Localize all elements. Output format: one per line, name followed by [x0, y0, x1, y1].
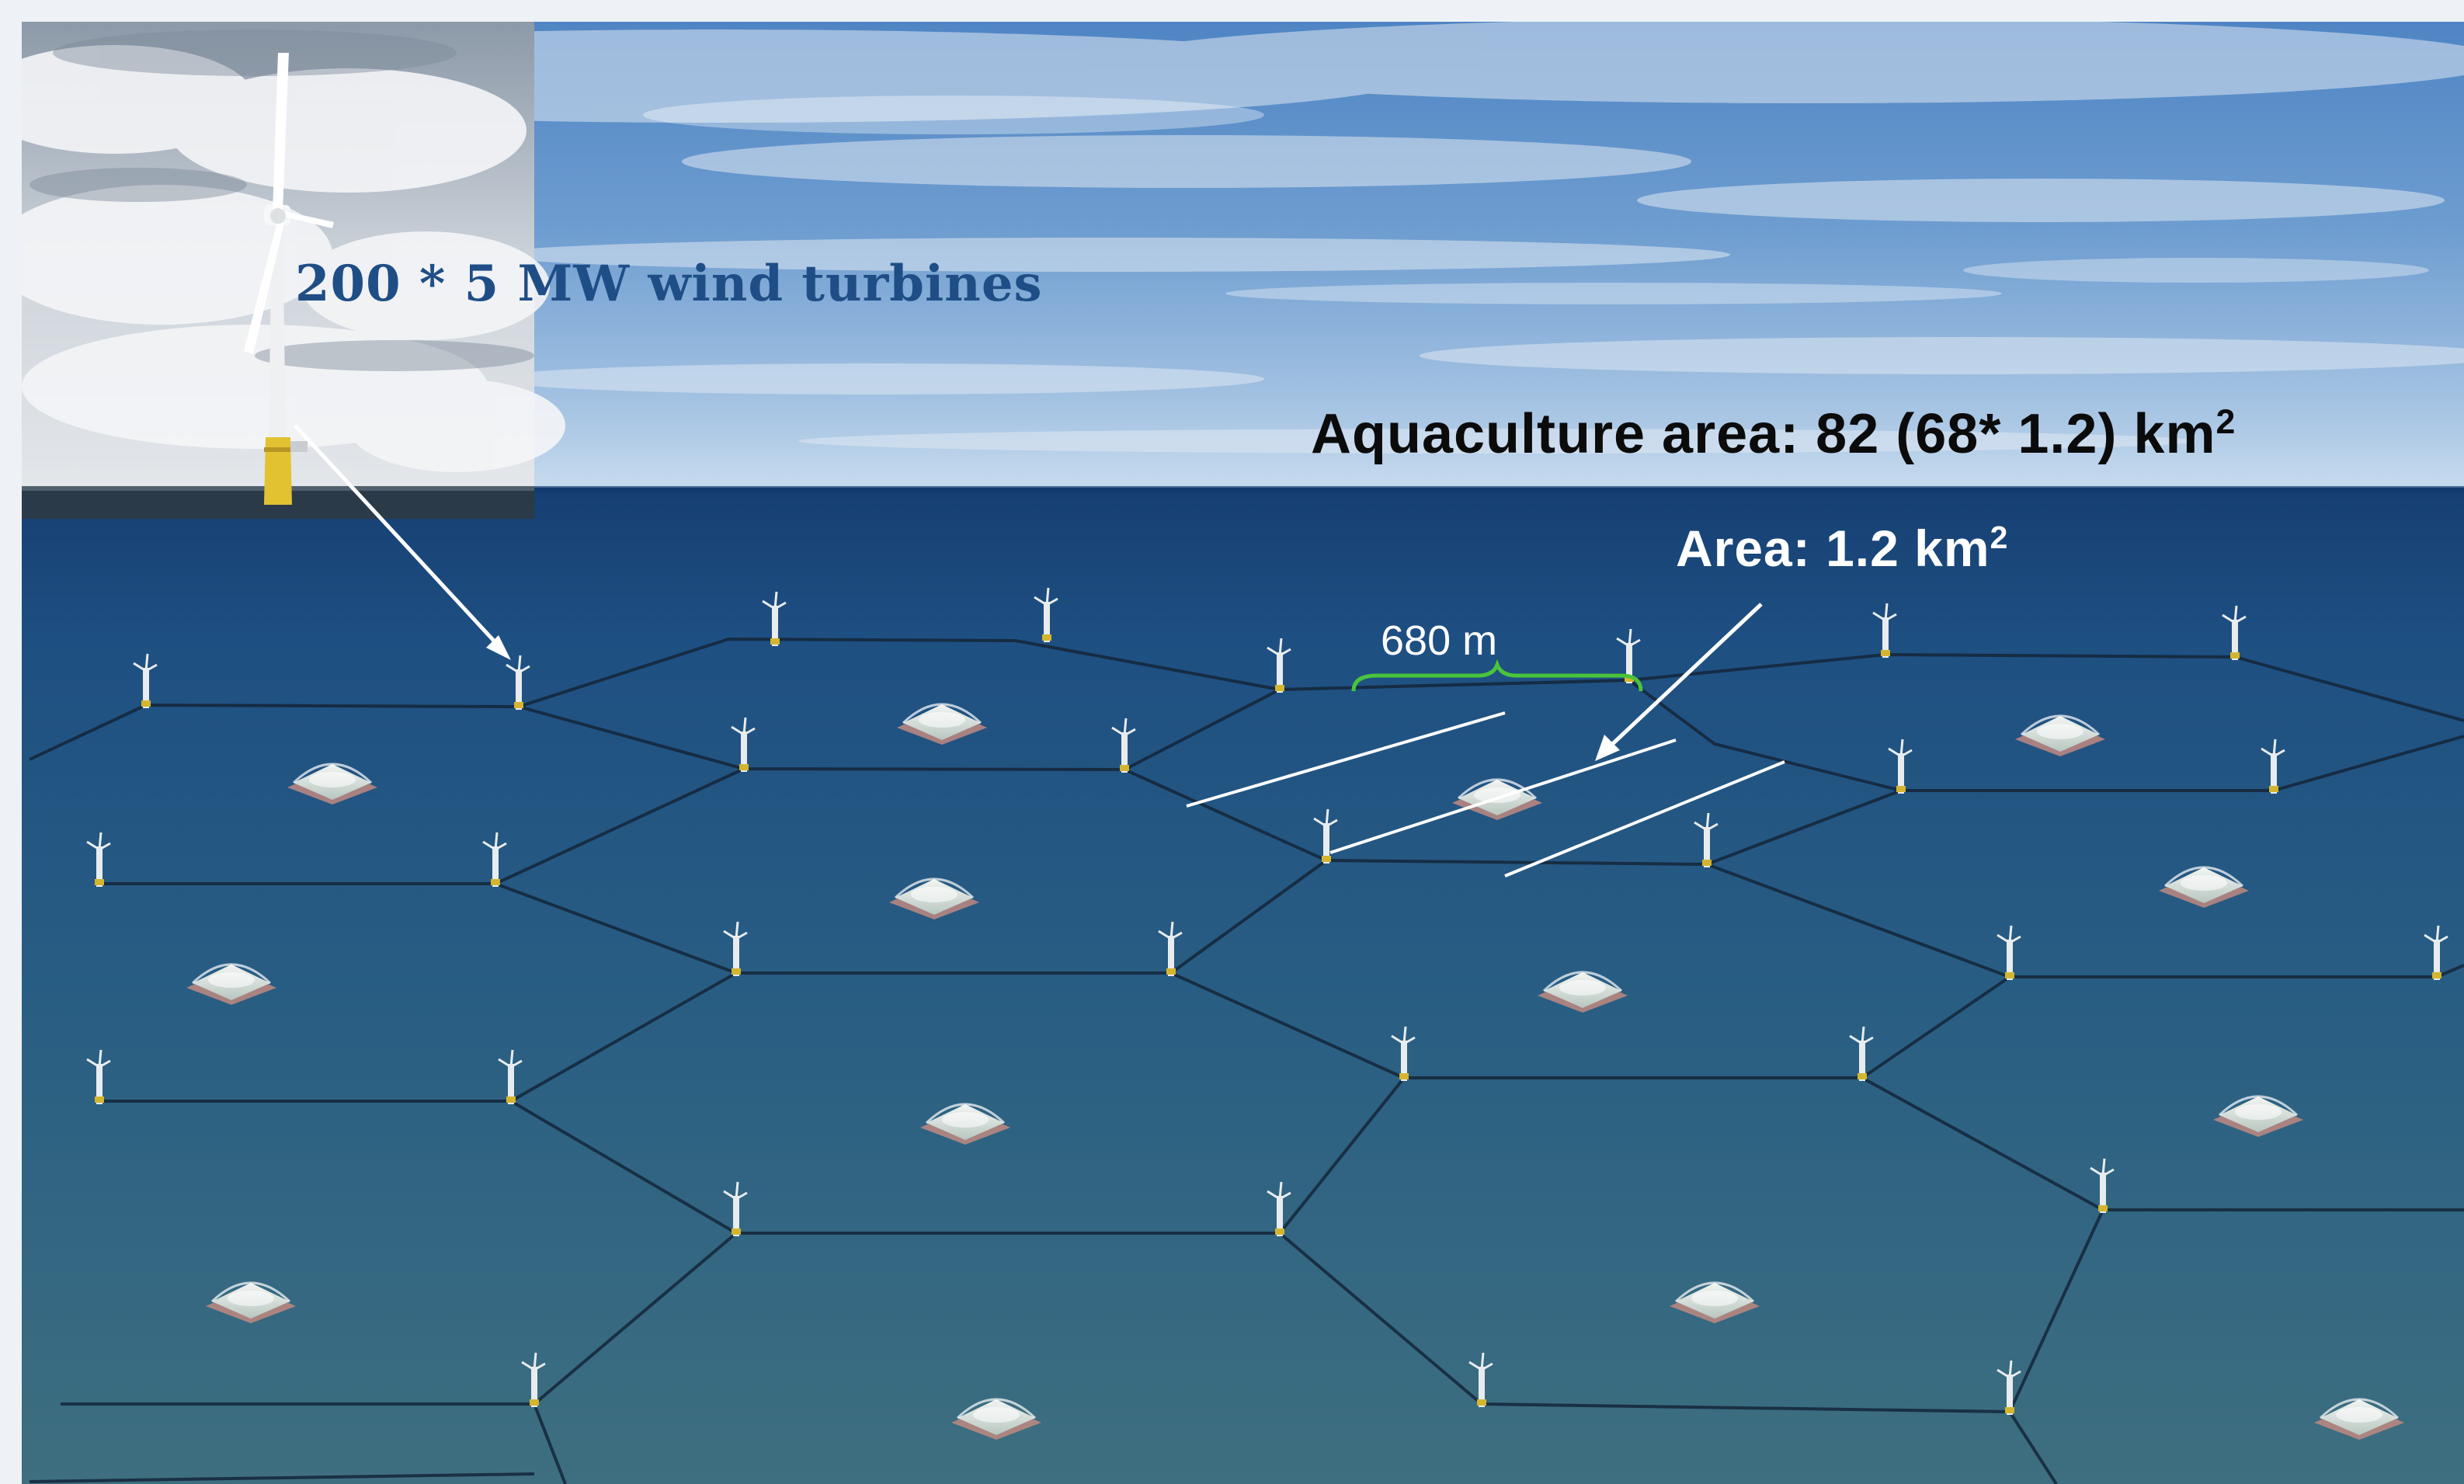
- area-pointer-arrow: [1595, 603, 1763, 761]
- aquaculture-area-unit-sup: 2: [2216, 403, 2236, 441]
- cell-area-unit-sup: 2: [1990, 520, 2009, 555]
- offshore-aquaculture-scene: 200 * 5 MW wind turbines Aquaculture are…: [22, 22, 2464, 1484]
- aquaculture-area-title: Aquaculture area: 82 (68* 1.2) km2: [1311, 402, 2236, 466]
- cell-area-label: Area: 1.2 km2: [1676, 519, 2008, 578]
- area-hatch-lines: [1186, 711, 1785, 878]
- turbine-caption: 200 * 5 MW wind turbines: [295, 255, 1043, 313]
- spacing-brace: [1351, 659, 1643, 692]
- scene-illustration: [22, 22, 2464, 1484]
- offshore-wind-turbine-photo: [22, 22, 565, 519]
- cable-network: [29, 637, 2464, 1484]
- cloud-bands: [22, 22, 2464, 454]
- turbine-pointer-arrow: [294, 424, 511, 660]
- turbine-spacing-label: 680 m: [1381, 617, 1498, 664]
- aquaculture-area-text: Aquaculture area: 82 (68* 1.2) km: [1311, 403, 2216, 465]
- sea: [22, 488, 2464, 1484]
- cell-area-text: Area: 1.2 km: [1676, 520, 1990, 577]
